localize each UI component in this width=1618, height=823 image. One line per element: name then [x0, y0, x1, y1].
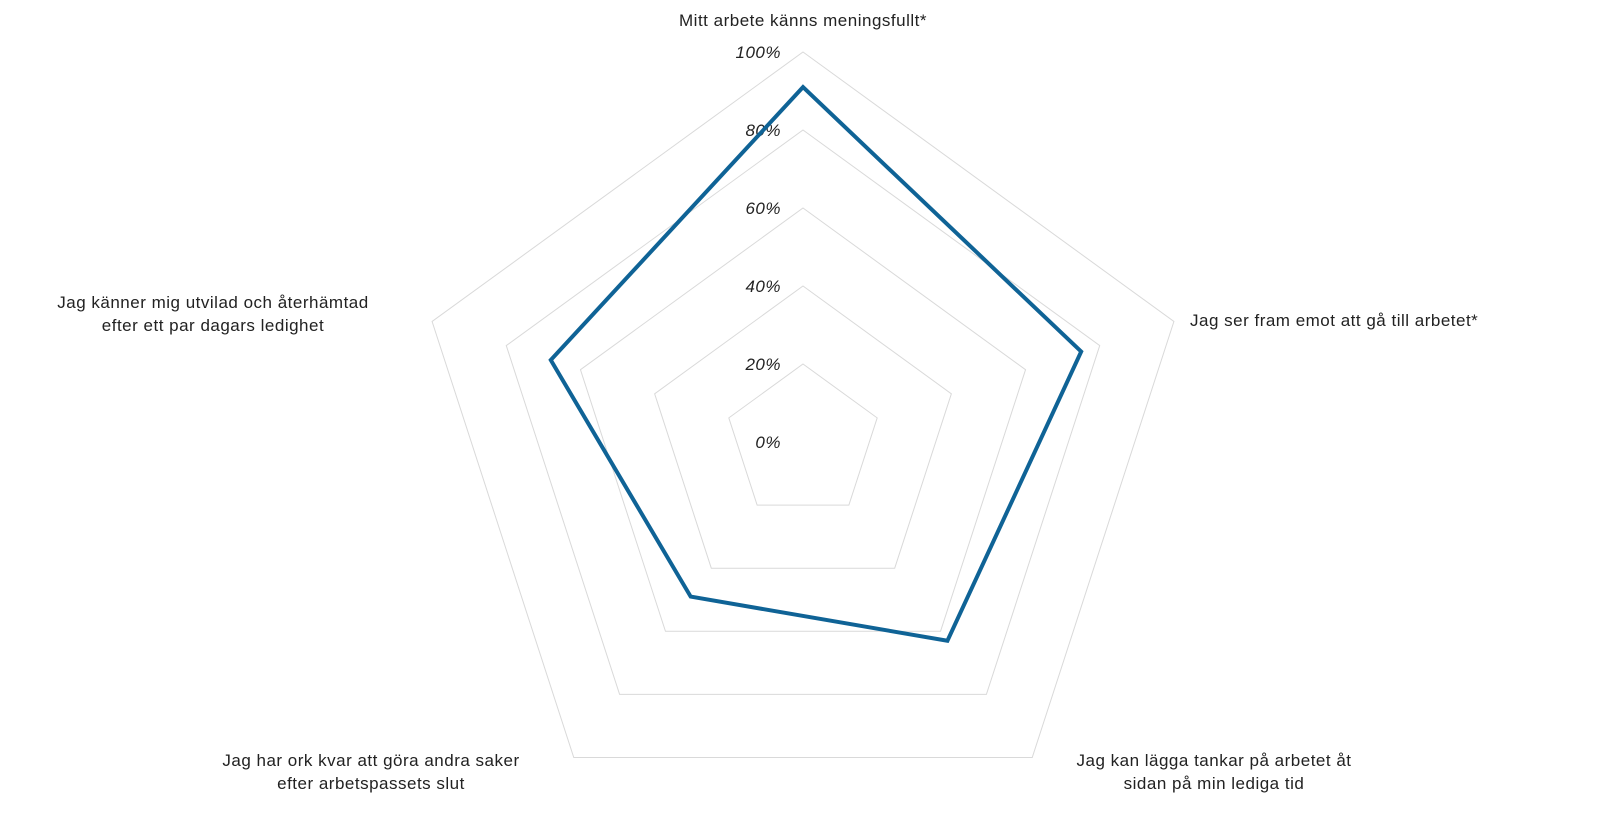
category-label: Jag kan lägga tankar på arbetet åt sidan … — [1076, 751, 1351, 793]
category-line: Jag har ork kvar att göra andra saker — [222, 751, 519, 770]
category-label: Jag ser fram emot att gå till arbetet* — [1190, 311, 1478, 330]
category-label: Mitt arbete känns meningsfullt* — [679, 11, 927, 30]
grid-ring — [728, 363, 878, 506]
grid-ring — [505, 129, 1101, 695]
category-line: Jag kan lägga tankar på arbetet åt — [1076, 751, 1351, 770]
series-line — [548, 84, 1084, 644]
category-line: Jag ser fram emot att gå till arbetet* — [1190, 311, 1478, 330]
tick-label: 100% — [736, 43, 781, 62]
grid-ring — [654, 285, 952, 569]
category-label: Jag har ork kvar att göra andra saker eft… — [222, 751, 519, 793]
category-line: Jag känner mig utvilad och återhämtad — [57, 293, 368, 312]
tick-label: 20% — [744, 355, 781, 374]
tick-label: 60% — [745, 199, 781, 218]
grid-ring — [431, 51, 1175, 759]
category-line: efter arbetspassets slut — [277, 774, 465, 793]
tick-label: 40% — [745, 277, 781, 296]
category-line: sidan på min lediga tid — [1124, 774, 1305, 793]
category-line: efter ett par dagars ledighet — [102, 316, 324, 335]
category-label: Jag känner mig utvilad och återhämtad eft… — [57, 293, 368, 335]
grid-ring — [579, 207, 1027, 632]
category-line: Mitt arbete känns meningsfullt* — [679, 11, 927, 30]
tick-label: 0% — [755, 433, 781, 452]
